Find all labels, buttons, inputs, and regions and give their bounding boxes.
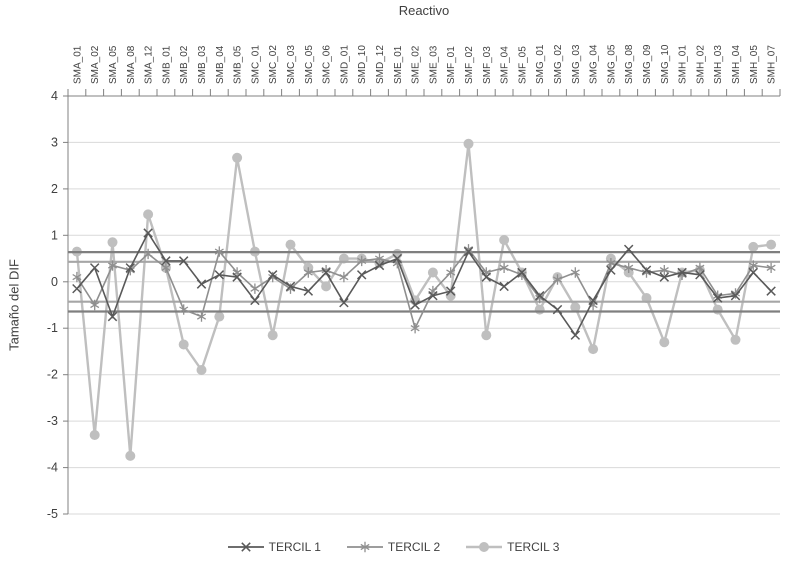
- svg-text:SMG_10: SMG_10: [660, 44, 671, 84]
- svg-text:SMH_07: SMH_07: [767, 45, 778, 84]
- y-axis-tick-labels: 4 3 2 1 0 -1 -2 -3 -4 -5: [47, 89, 58, 521]
- svg-text:SMC_01: SMC_01: [250, 45, 261, 84]
- svg-text:SME_02: SME_02: [411, 45, 422, 84]
- svg-text:SMH_01: SMH_01: [678, 45, 689, 84]
- svg-text:SMC_03: SMC_03: [286, 45, 297, 84]
- svg-text:SMG_04: SMG_04: [589, 44, 600, 84]
- svg-text:SMF_02: SMF_02: [464, 46, 475, 84]
- svg-text:SMG_08: SMG_08: [624, 44, 635, 84]
- svg-text:SMB_03: SMB_03: [197, 45, 208, 84]
- legend-item-tercil-2: TERCIL 2: [346, 540, 441, 554]
- x-axis-tick-labels: SMA_01 SMA_02 SMA_05 SMA_08 SMA_12 SMB_01 SMB_…: [72, 44, 777, 84]
- svg-text:SMD_10: SMD_10: [357, 45, 368, 84]
- svg-text:-2: -2: [47, 368, 58, 382]
- svg-text:SMC_05: SMC_05: [304, 45, 315, 84]
- svg-text:SMB_05: SMB_05: [233, 45, 244, 84]
- svg-text:SMH_03: SMH_03: [713, 45, 724, 84]
- svg-text:4: 4: [51, 89, 58, 103]
- svg-text:SMB_02: SMB_02: [179, 45, 190, 84]
- svg-text:0: 0: [51, 275, 58, 289]
- svg-text:SMH_04: SMH_04: [731, 45, 742, 84]
- svg-text:3: 3: [51, 135, 58, 149]
- svg-text:SMA_08: SMA_08: [126, 45, 137, 84]
- svg-text:SMD_12: SMD_12: [375, 45, 386, 84]
- svg-text:SMF_01: SMF_01: [446, 46, 457, 84]
- svg-text:1: 1: [51, 228, 58, 242]
- svg-text:SMA_12: SMA_12: [144, 45, 155, 84]
- legend: TERCIL 1 TERCIL 2 TERCIL 3: [0, 540, 787, 554]
- svg-text:SMB_01: SMB_01: [161, 45, 172, 84]
- svg-text:SMG_01: SMG_01: [535, 44, 546, 84]
- svg-text:SMA_05: SMA_05: [108, 45, 119, 84]
- svg-text:SMA_02: SMA_02: [90, 45, 101, 84]
- chart-title: Reactivo: [398, 3, 450, 18]
- svg-text:-4: -4: [47, 461, 58, 475]
- svg-text:SMF_03: SMF_03: [482, 46, 493, 84]
- svg-text:SMF_05: SMF_05: [517, 46, 528, 84]
- svg-text:SMD_01: SMD_01: [339, 45, 350, 84]
- legend-circle-marker-icon: [466, 542, 503, 552]
- legend-label: TERCIL 3: [507, 540, 560, 554]
- series-tercil-1: [72, 228, 776, 340]
- svg-text:2: 2: [51, 182, 58, 196]
- svg-text:SMB_04: SMB_04: [215, 45, 226, 84]
- legend-item-tercil-1: TERCIL 1: [227, 540, 321, 554]
- svg-text:SMA_01: SMA_01: [72, 45, 83, 84]
- svg-text:-3: -3: [47, 414, 58, 428]
- legend-item-tercil-3: TERCIL 3: [466, 540, 559, 554]
- series-tercil-2: [72, 244, 776, 334]
- svg-text:SMG_05: SMG_05: [606, 44, 617, 84]
- legend-asterisk-marker-icon: [346, 541, 383, 553]
- svg-text:SMF_04: SMF_04: [500, 46, 511, 84]
- svg-text:SME_03: SME_03: [428, 45, 439, 84]
- legend-label: TERCIL 1: [268, 540, 321, 554]
- svg-text:SMG_02: SMG_02: [553, 44, 564, 84]
- svg-text:SMH_05: SMH_05: [749, 45, 760, 84]
- svg-text:SME_01: SME_01: [393, 45, 404, 84]
- svg-text:SMG_03: SMG_03: [571, 44, 582, 84]
- svg-text:SMH_02: SMH_02: [695, 45, 706, 84]
- legend-label: TERCIL 2: [387, 540, 441, 554]
- svg-text:SMC_02: SMC_02: [268, 45, 279, 84]
- svg-text:-1: -1: [47, 321, 58, 335]
- svg-text:-5: -5: [47, 507, 58, 521]
- legend-x-marker-icon: [227, 542, 264, 552]
- svg-text:SMC_06: SMC_06: [322, 45, 333, 84]
- svg-text:SMG_09: SMG_09: [642, 44, 653, 84]
